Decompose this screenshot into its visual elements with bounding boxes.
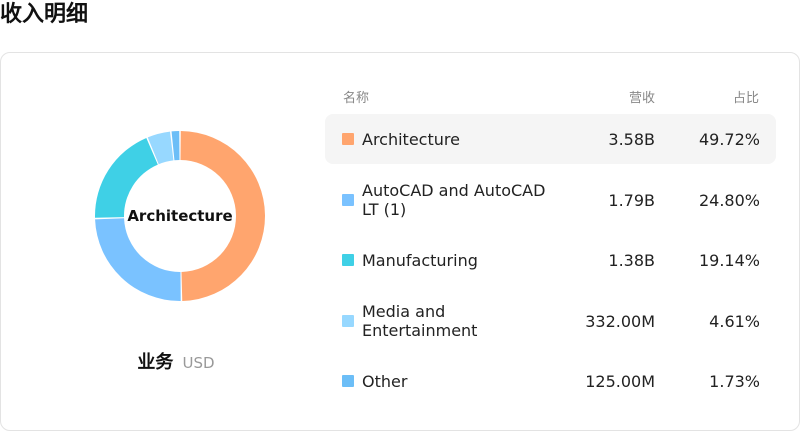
legend-swatch <box>342 194 354 206</box>
row-name: Architecture <box>362 129 460 149</box>
table-header: 名称 营收 占比 <box>341 87 761 107</box>
row-name: AutoCAD and AutoCAD LT (1) <box>362 181 546 219</box>
legend-swatch <box>342 254 354 266</box>
table-row[interactable]: Media and Entertainment 332.00M 4.61% <box>325 296 776 346</box>
chart-caption: 业务 USD <box>1 351 351 375</box>
legend-swatch <box>342 133 354 145</box>
donut-svg <box>95 131 266 301</box>
chart-caption-title: 业务 <box>137 352 174 373</box>
row-name: Media and Entertainment <box>362 302 478 340</box>
row-revenue: 3.58B <box>608 129 655 149</box>
row-share: 1.73% <box>709 371 760 391</box>
donut-slice-manufacturing[interactable] <box>95 137 158 218</box>
chart-caption-unit: USD <box>182 354 215 372</box>
table-row[interactable]: Architecture 3.58B 49.72% <box>325 114 776 164</box>
row-revenue: 1.38B <box>608 250 655 270</box>
row-share: 49.72% <box>698 129 760 149</box>
page-title: 收入明细 <box>0 2 89 27</box>
donut-center-label: Architecture <box>127 206 233 225</box>
legend-swatch <box>342 375 354 387</box>
donut-slice-other[interactable] <box>171 131 180 161</box>
donut-slice-architecture[interactable] <box>180 131 266 301</box>
row-name: Other <box>362 371 408 391</box>
column-header-revenue: 营收 <box>628 91 655 106</box>
donut-slice-autocad-and-autocad-lt-1[interactable] <box>95 218 181 301</box>
row-name: Manufacturing <box>362 250 478 270</box>
revenue-card: Architecture 业务 USD 名称 营收 占比 Architectur… <box>0 52 800 431</box>
row-revenue: 125.00M <box>585 371 655 391</box>
legend-swatch <box>342 315 354 327</box>
table-row[interactable]: Other 125.00M 1.73% <box>325 356 776 406</box>
row-revenue: 332.00M <box>585 311 655 331</box>
row-share: 24.80% <box>698 190 760 210</box>
row-share: 19.14% <box>698 250 760 270</box>
column-header-name: 名称 <box>343 91 370 106</box>
table-row[interactable]: AutoCAD and AutoCAD LT (1) 1.79B 24.80% <box>325 175 776 225</box>
donut-slice-media-and-entertainment[interactable] <box>147 131 174 165</box>
table-row[interactable]: Manufacturing 1.38B 19.14% <box>325 235 776 285</box>
row-share: 4.61% <box>709 311 760 331</box>
column-header-share: 占比 <box>732 91 759 106</box>
donut-chart[interactable]: Architecture <box>94 130 266 302</box>
row-revenue: 1.79B <box>608 190 655 210</box>
